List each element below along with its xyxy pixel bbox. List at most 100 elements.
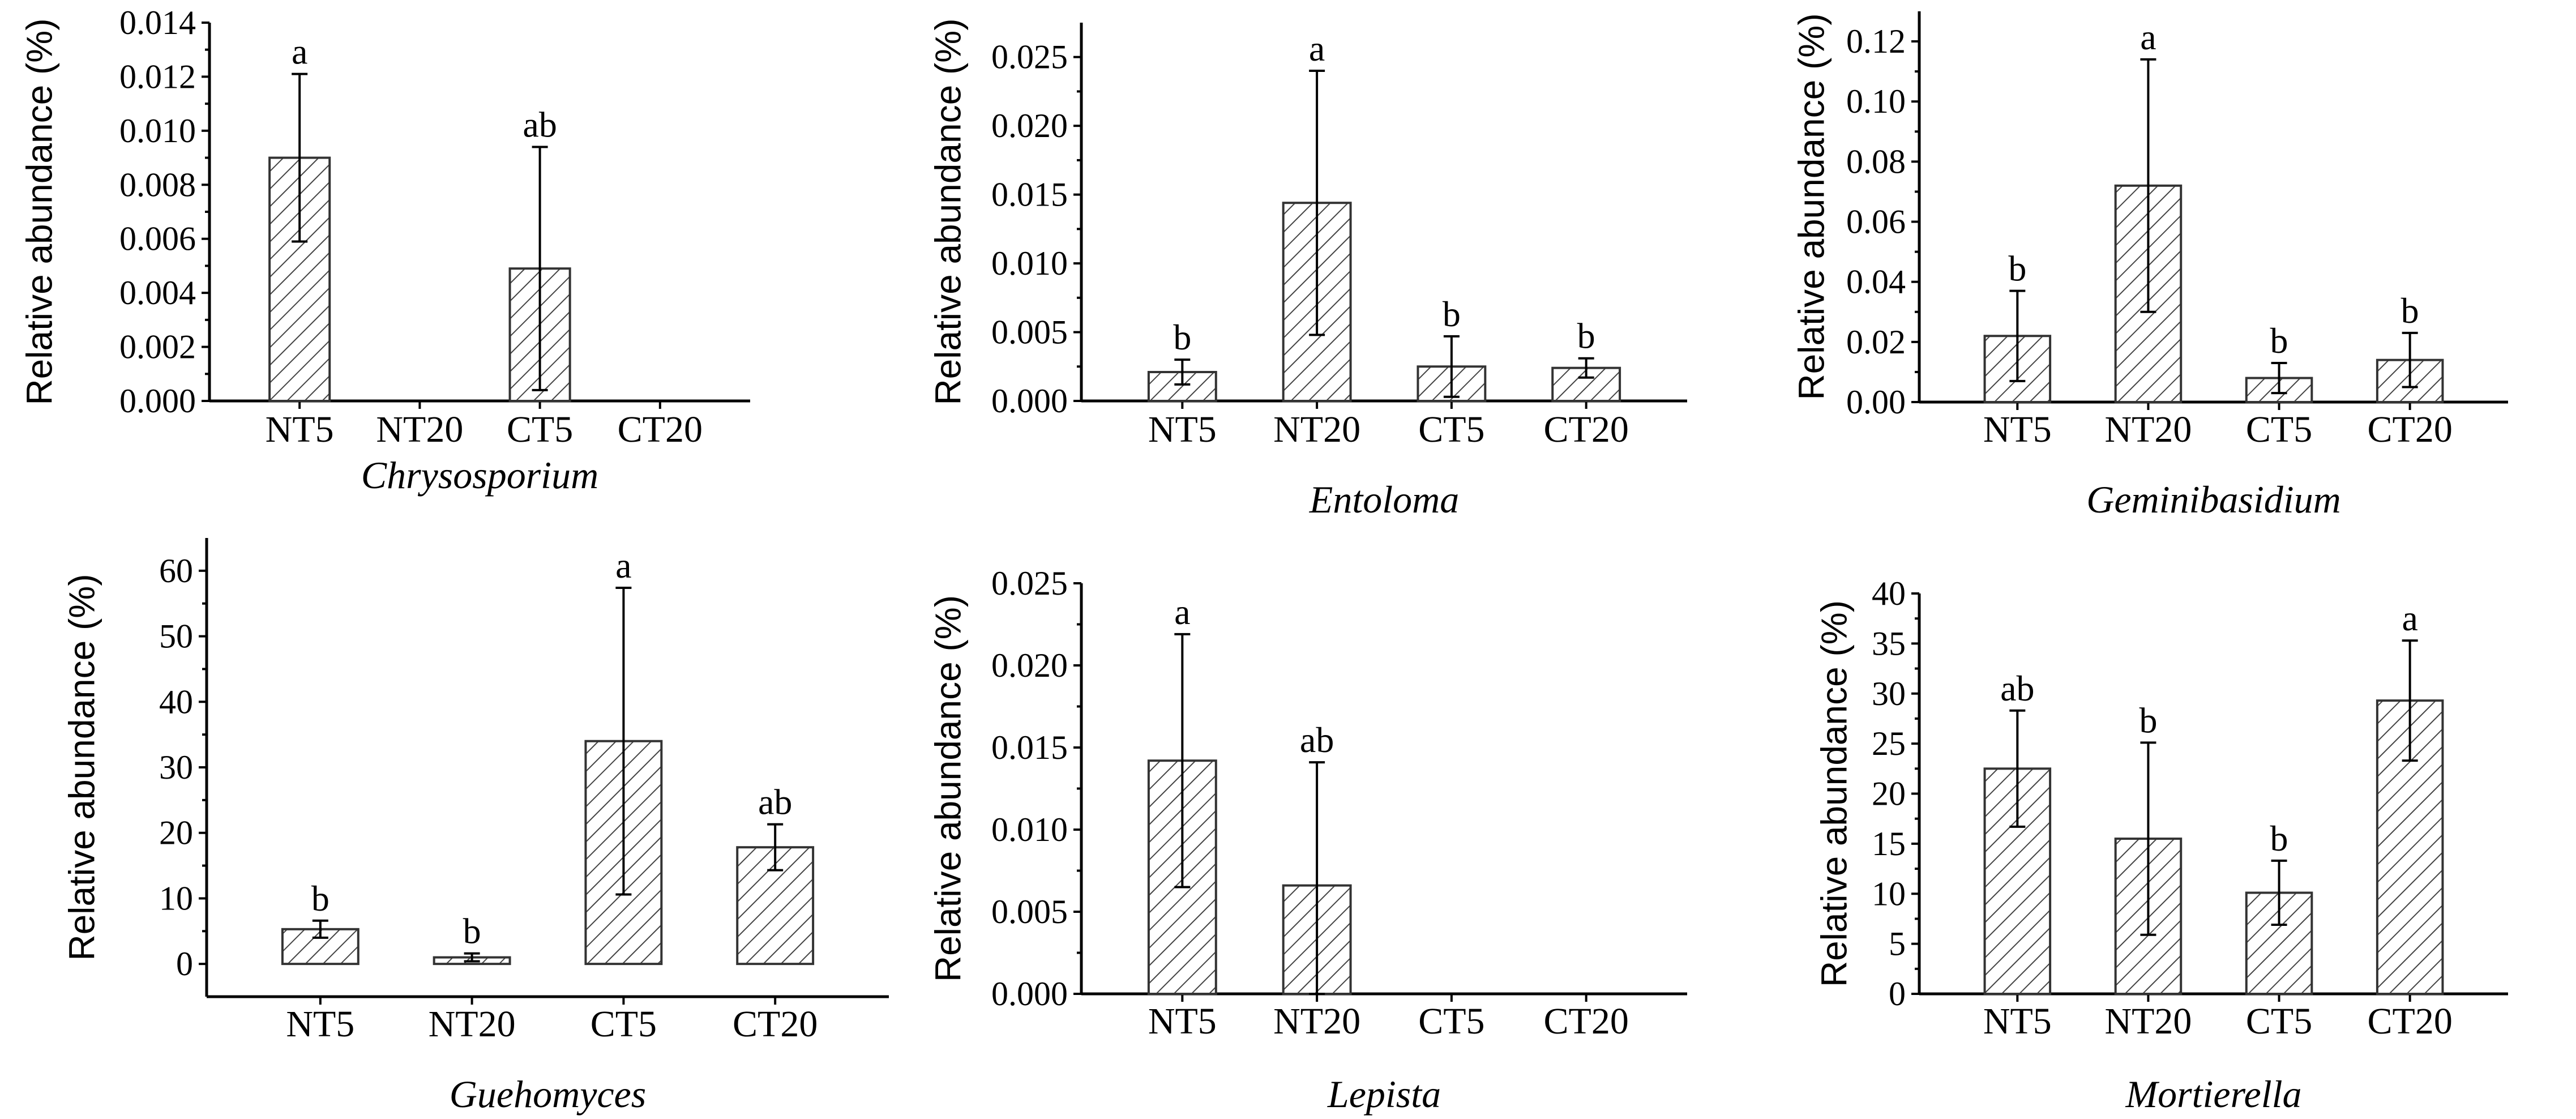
y-tick-label: 0.010 <box>119 112 196 150</box>
genus-title: Guehomyces <box>450 1073 646 1116</box>
y-tick-label: 0.004 <box>119 274 196 311</box>
y-axis-label: Relative abundance (%) <box>1813 600 1854 987</box>
x-tick-label: NT20 <box>1273 409 1360 450</box>
x-tick-label: CT20 <box>1543 409 1628 450</box>
significance-letter: a <box>2402 598 2417 638</box>
y-tick-label: 0.006 <box>119 220 196 258</box>
significance-letter: a <box>1174 592 1190 632</box>
y-tick-label: 0.000 <box>991 382 1068 420</box>
y-tick-label: 0.008 <box>119 166 196 203</box>
x-tick-label: CT20 <box>618 409 703 450</box>
x-tick-label: NT20 <box>1273 1001 1360 1042</box>
significance-letter: b <box>2270 818 2288 859</box>
y-axis-label: Relative abundance (%) <box>927 18 968 405</box>
significance-letter: b <box>2139 700 2157 740</box>
genus-title: Chrysosporium <box>361 454 598 497</box>
y-tick-label: 40 <box>159 683 193 720</box>
y-tick-label: 0 <box>176 945 193 983</box>
y-tick-label: 25 <box>1872 725 1906 762</box>
significance-letter: b <box>2270 321 2288 361</box>
y-tick-label: 10 <box>1872 875 1906 912</box>
y-tick-label: 0.020 <box>991 107 1068 144</box>
x-tick-label: CT20 <box>733 1003 818 1045</box>
y-tick-label: 0.00 <box>1846 383 1906 421</box>
significance-letter: ab <box>523 104 557 144</box>
x-tick-label: NT5 <box>266 409 334 450</box>
significance-letter: ab <box>758 782 792 822</box>
x-tick-label: NT20 <box>2104 409 2192 450</box>
chart-panel-4: 0 10 20 30 40 50 60 Relative abundance (%) NT5 b N… <box>61 538 889 1116</box>
significance-letter: b <box>2008 249 2026 289</box>
x-tick-label: NT20 <box>376 409 463 450</box>
significance-letter: b <box>463 911 481 951</box>
significance-letter: a <box>292 32 307 72</box>
significance-letter: b <box>2401 291 2419 331</box>
y-axis-label: Relative abundance (%) <box>1791 13 1832 400</box>
genus-title: Geminibasidium <box>2086 478 2341 521</box>
x-tick-label: NT20 <box>2104 1001 2192 1042</box>
x-tick-label: CT20 <box>2367 1001 2452 1042</box>
y-tick-label: 0.10 <box>1846 83 1906 120</box>
significance-letter: b <box>311 878 330 919</box>
chart-panel-5: 0.000 0.005 0.010 0.015 0.020 0.025 Relative a… <box>927 565 1687 1116</box>
y-tick-label: 0.04 <box>1846 263 1906 301</box>
significance-letter: a <box>1309 28 1325 69</box>
y-tick-label: 40 <box>1872 575 1906 612</box>
y-tick-label: 0.06 <box>1846 203 1906 241</box>
x-tick-label: CT5 <box>507 409 573 450</box>
x-tick-label: CT20 <box>2367 409 2452 450</box>
y-tick-label: 0.010 <box>991 811 1068 848</box>
x-tick-label: CT5 <box>2246 1001 2312 1042</box>
y-tick-label: 0.12 <box>1846 23 1906 60</box>
y-tick-label: 20 <box>1872 775 1906 813</box>
x-tick-label: NT5 <box>1148 409 1217 450</box>
y-tick-label: 60 <box>159 552 193 590</box>
y-tick-label: 0.005 <box>991 893 1068 930</box>
y-tick-label: 35 <box>1872 625 1906 662</box>
y-tick-label: 0.014 <box>119 4 196 41</box>
chart-panel-6: 0 5 10 15 20 25 30 35 40 Relative abundance (%) NT… <box>1813 575 2508 1116</box>
y-tick-label: 0.020 <box>991 647 1068 684</box>
y-tick-label: 0.012 <box>119 58 196 95</box>
x-tick-label: CT5 <box>590 1003 657 1045</box>
x-tick-label: CT5 <box>1418 409 1484 450</box>
y-tick-label: 0.025 <box>991 565 1068 602</box>
bar-ct20 <box>1551 366 1621 403</box>
significance-letter: b <box>1577 316 1595 356</box>
x-tick-label: CT5 <box>2246 409 2312 450</box>
significance-letter: ab <box>1300 720 1334 760</box>
x-tick-label: CT20 <box>1543 1001 1628 1042</box>
y-tick-label: 0.02 <box>1846 323 1906 361</box>
significance-letter: a <box>2140 17 2156 57</box>
chart-panel-3: 0.00 0.02 0.04 0.06 0.08 0.10 0.12 Relative abu… <box>1791 11 2508 521</box>
x-tick-label: NT5 <box>286 1003 354 1045</box>
y-tick-label: 0.010 <box>991 245 1068 282</box>
genus-title: Entoloma <box>1309 478 1459 521</box>
y-tick-label: 15 <box>1872 825 1906 862</box>
y-tick-label: 30 <box>159 749 193 786</box>
y-tick-label: 30 <box>1872 675 1906 712</box>
significance-letter: ab <box>2000 668 2034 708</box>
genus-title: Lepista <box>1327 1073 1441 1116</box>
x-tick-label: NT20 <box>429 1003 516 1045</box>
x-tick-label: NT5 <box>1983 1001 2052 1042</box>
y-tick-label: 0.025 <box>991 39 1068 76</box>
y-tick-label: 5 <box>1889 925 1906 963</box>
y-axis-label: Relative abundance (%) <box>927 595 968 982</box>
y-tick-label: 0 <box>1889 975 1906 1013</box>
y-tick-label: 0.000 <box>991 975 1068 1013</box>
x-tick-label: NT5 <box>1983 409 2052 450</box>
y-axis-label: Relative abundance (%) <box>19 18 59 405</box>
y-tick-label: 0.005 <box>991 314 1068 351</box>
genus-title: Mortierella <box>2125 1073 2302 1116</box>
chart-panel-1: 0.000 0.002 0.004 0.006 0.008 0.010 0.012 0.014… <box>19 4 750 497</box>
y-tick-label: 10 <box>159 879 193 917</box>
x-tick-label: NT5 <box>1148 1001 1217 1042</box>
y-tick-label: 0.08 <box>1846 143 1906 180</box>
significance-letter: b <box>1173 317 1191 357</box>
y-tick-label: 20 <box>159 814 193 852</box>
significance-letter: a <box>615 545 631 586</box>
y-axis-label: Relative abundance (%) <box>61 574 102 960</box>
significance-letter: b <box>1443 294 1461 334</box>
